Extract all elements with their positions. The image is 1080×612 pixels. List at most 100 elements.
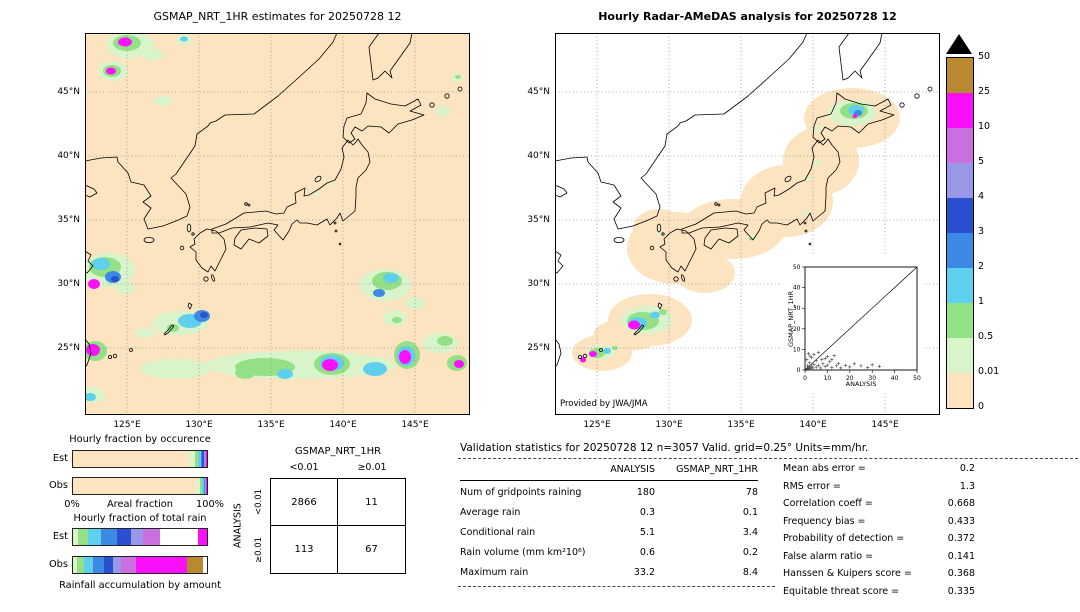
lon-label: 145°E xyxy=(401,420,429,430)
bar-segment xyxy=(121,557,136,573)
lon-label: 125°E xyxy=(113,420,141,430)
bar-segment xyxy=(103,557,114,573)
right-map-frame xyxy=(555,33,940,415)
contingency-header: GSMAP_NRT_1HR xyxy=(294,446,382,457)
inset-points xyxy=(804,350,882,372)
coast-honshu xyxy=(211,138,371,241)
bar-segment xyxy=(130,529,143,545)
scatter-point xyxy=(843,363,848,368)
colorbar-segment xyxy=(947,128,973,163)
colorbar-label: 10 xyxy=(978,121,991,132)
bar-label-est: Est xyxy=(52,453,68,464)
precip-blob xyxy=(852,114,858,118)
metric-label: Equitable threat score = xyxy=(783,585,900,597)
lon-label: 130°E xyxy=(655,420,683,430)
metric-value: 0.372 xyxy=(947,533,975,544)
precip-blob xyxy=(650,311,660,319)
inset-y-tick-label: 20 xyxy=(793,326,801,333)
scatter-point xyxy=(870,363,874,367)
bar-segment xyxy=(204,451,206,467)
bar-segment xyxy=(87,529,102,545)
precip-blob xyxy=(140,359,210,379)
precip-blob xyxy=(383,273,399,283)
precip-blob xyxy=(749,237,753,241)
inset-xlabel: ANALYSIS xyxy=(846,380,877,388)
colorbar-segment xyxy=(947,303,973,338)
colorbar-segment xyxy=(947,338,973,373)
colorbar-label: 4 xyxy=(978,191,985,202)
precip-blob xyxy=(656,231,662,235)
stats-cell: 0.6 xyxy=(639,547,655,558)
scatter-point xyxy=(812,362,816,367)
coast-shandong xyxy=(85,184,98,198)
colorbar-label: 5 xyxy=(978,156,985,167)
metric-label: Frequency bias = xyxy=(783,515,866,527)
right-map: 0 10 20 30 40 50 0 10 20 30 40 50 ANALYSIS GSMAP_N… xyxy=(555,33,940,415)
metric-value: 0.141 xyxy=(947,550,975,562)
bar-segment xyxy=(202,557,207,573)
colorbar-segment xyxy=(947,198,973,233)
precip-blob xyxy=(813,125,821,131)
scatter-point xyxy=(848,365,852,369)
coast-kyushu xyxy=(189,228,227,273)
inset-y-tick-label: 10 xyxy=(793,346,801,353)
scatter-point xyxy=(814,365,818,369)
stats-cell: 3.4 xyxy=(742,527,758,538)
precip-blob xyxy=(802,211,808,215)
bar-segment xyxy=(202,451,204,467)
metric-value: 0.668 xyxy=(947,498,975,509)
scatter-point xyxy=(806,351,811,356)
stats-col-headers: ANALYSIS GSMAP_NRT_1HR xyxy=(460,464,758,475)
precip-blob xyxy=(135,328,155,338)
scatter-point xyxy=(827,360,832,364)
bar-segment xyxy=(202,478,204,494)
stats-metrics-list: Mean abs error = 0.2 RMS error = 1.3 Correla… xyxy=(783,460,975,600)
colorbar-label: 50 xyxy=(978,51,991,62)
lon-label: 130°E xyxy=(185,420,213,430)
scatter-point xyxy=(877,364,882,368)
stats-cell: 0.3 xyxy=(639,507,655,518)
scatter-point xyxy=(825,354,830,359)
total-rain-title: Hourly fraction of total rain xyxy=(73,513,207,524)
colorbar-segment xyxy=(947,268,973,303)
precip-blob xyxy=(106,67,116,75)
bar-segment xyxy=(204,478,206,494)
radar-coverage-blob xyxy=(633,209,685,249)
inset-x-tick-label: 20 xyxy=(846,375,854,382)
scatter-point xyxy=(830,358,834,362)
bar-segment xyxy=(194,451,198,467)
lon-label: 135°E xyxy=(727,420,755,430)
bar-segment xyxy=(142,529,161,545)
coast-hokkaido xyxy=(342,92,425,144)
precip-blob xyxy=(111,276,119,282)
colorbar-segment xyxy=(947,58,973,93)
stats-cell: Maximum rain xyxy=(460,567,529,578)
scatter-point xyxy=(832,353,836,358)
scatter-point xyxy=(859,364,863,368)
bar-segment xyxy=(93,557,104,573)
metric-value: 0.335 xyxy=(947,585,975,597)
precip-blob xyxy=(435,106,451,116)
stats-cell: 78 xyxy=(745,487,758,498)
contingency-row-label-0: <0.01 xyxy=(254,488,264,516)
metric-row: Equitable threat score = 0.335 xyxy=(783,583,975,601)
precip-blob xyxy=(399,350,411,364)
scatter-point xyxy=(805,364,810,368)
precip-blob xyxy=(807,176,813,180)
bar-segment xyxy=(205,451,207,467)
metric-value: 1.3 xyxy=(959,480,975,492)
contingency-col-label-1: ≥0.01 xyxy=(357,462,387,473)
precip-blob xyxy=(115,282,135,294)
bar-segment xyxy=(198,451,201,467)
stats-cell: Rain volume (mm km²10⁶) xyxy=(460,547,586,558)
contingency-value-01: 11 xyxy=(338,479,405,526)
bar-segment xyxy=(113,557,122,573)
scatter-point xyxy=(811,366,815,370)
metric-label: Correlation coeff = xyxy=(783,498,873,509)
occurrence-title: Hourly fraction by occurence xyxy=(69,434,211,445)
stats-cell: 0.1 xyxy=(742,507,758,518)
total-rain-bar-est xyxy=(72,528,208,546)
occurrence-bar-est xyxy=(72,450,208,468)
inset-diagonal xyxy=(804,266,918,371)
left-map-frame xyxy=(85,33,470,415)
